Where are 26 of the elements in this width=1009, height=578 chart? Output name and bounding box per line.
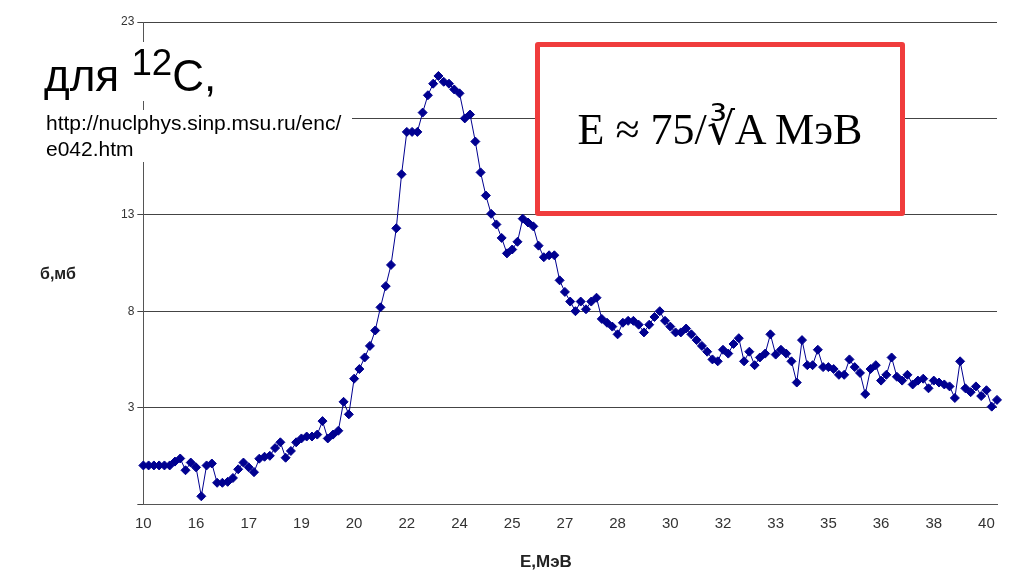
x-tick-label: 35 bbox=[820, 514, 837, 532]
x-tick-label: 10 bbox=[135, 514, 152, 532]
y-tick-label: 8 bbox=[127, 303, 135, 318]
x-tick-label: 38 bbox=[925, 514, 943, 532]
x-tick-label: 19 bbox=[293, 514, 310, 532]
y-tick-label: 23 bbox=[120, 14, 135, 29]
y-axis-title: б,мб bbox=[40, 265, 76, 283]
text: для $^{12}$C, bbox=[44, 42, 217, 101]
x-tick-label: 33 bbox=[767, 514, 785, 532]
x-tick-label: 32 bbox=[714, 514, 732, 532]
x-tick-label: 27 bbox=[556, 514, 574, 532]
x-tick-label: 20 bbox=[345, 514, 363, 532]
x-tick-label: 17 bbox=[240, 514, 258, 532]
y-tick-label: 3 bbox=[127, 399, 135, 414]
x-tick-label: 24 bbox=[451, 514, 468, 532]
x-tick-label: 16 bbox=[187, 514, 205, 532]
annotation: http://nuclphys.sinp.msu.ru/enc/e042.htm bbox=[46, 110, 352, 162]
formula-box: E ≈ 75/∛A МэВ bbox=[535, 42, 905, 216]
x-tick-label: 22 bbox=[398, 514, 416, 532]
x-tick-label: 40 bbox=[978, 514, 995, 532]
x-tick-label: 25 bbox=[503, 514, 521, 532]
x-tick-label: 30 bbox=[661, 514, 679, 532]
x-tick-label: 36 bbox=[872, 514, 890, 532]
y-tick-label: 13 bbox=[120, 207, 135, 222]
x-tick-label: 28 bbox=[609, 514, 626, 532]
x-axis-title: E,МэВ bbox=[520, 552, 572, 572]
